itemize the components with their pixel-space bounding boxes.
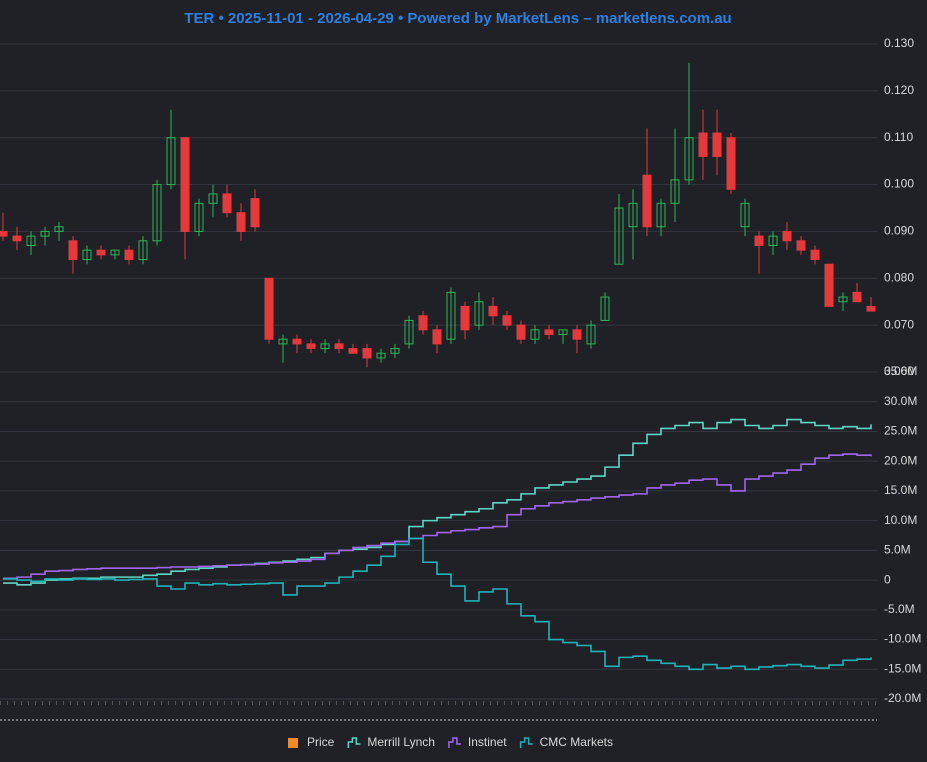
candle-body bbox=[306, 343, 316, 350]
candle-body bbox=[460, 305, 470, 331]
candle-body bbox=[586, 324, 596, 345]
candle-body bbox=[866, 305, 876, 312]
candle-body bbox=[166, 137, 176, 186]
y-tick-label: 0.090 bbox=[884, 224, 914, 238]
y-tick-label: 0.120 bbox=[884, 83, 914, 97]
legend: Price Merrill Lynch Instinet CMC Markets bbox=[288, 735, 613, 749]
candle-body bbox=[614, 207, 624, 265]
y-tick-label: -5.0M bbox=[884, 602, 915, 616]
y-tick-label: 0 bbox=[884, 572, 891, 586]
y-tick-label: 0.080 bbox=[884, 270, 914, 284]
candle-body bbox=[208, 193, 218, 204]
legend-label: Merrill Lynch bbox=[367, 735, 435, 749]
candle-body bbox=[838, 296, 848, 303]
y-tick-label: 35.0M bbox=[884, 364, 917, 378]
candle-body bbox=[96, 249, 106, 256]
candle-body bbox=[362, 348, 372, 359]
candle-body bbox=[250, 198, 260, 228]
candle-body bbox=[656, 202, 666, 228]
candle-body bbox=[222, 193, 232, 214]
candle-body bbox=[292, 338, 302, 345]
candle-body bbox=[418, 315, 428, 331]
candle-body bbox=[432, 329, 442, 345]
candle-body bbox=[558, 329, 568, 336]
candle-body bbox=[348, 348, 358, 354]
y-tick-label: 0.130 bbox=[884, 36, 914, 50]
series-line bbox=[3, 418, 872, 586]
legend-label: Instinet bbox=[468, 735, 507, 749]
candle-body bbox=[544, 329, 554, 336]
candle-body bbox=[278, 338, 288, 345]
candle-body bbox=[670, 179, 680, 204]
series-line bbox=[3, 453, 872, 580]
legend-label: CMC Markets bbox=[540, 735, 613, 749]
candle-body bbox=[138, 240, 148, 261]
candle-body bbox=[712, 132, 722, 157]
y-tick-label: 10.0M bbox=[884, 513, 917, 527]
candle-body bbox=[740, 202, 750, 228]
candle-body bbox=[530, 329, 540, 340]
candle-body bbox=[68, 240, 78, 261]
candle-body bbox=[852, 291, 862, 303]
y-tick-label: 0.110 bbox=[884, 130, 913, 144]
candle-body bbox=[334, 343, 344, 350]
series-line bbox=[3, 537, 872, 671]
candle-body bbox=[516, 324, 526, 340]
candle-body bbox=[824, 263, 834, 307]
candle-body bbox=[54, 226, 64, 232]
y-tick-label: 15.0M bbox=[884, 483, 917, 497]
candle-body bbox=[110, 249, 120, 256]
candle-body bbox=[488, 305, 498, 317]
candle-body bbox=[320, 343, 330, 350]
candle-body bbox=[26, 235, 36, 246]
candle-body bbox=[124, 249, 134, 261]
legend-swatch bbox=[448, 737, 461, 748]
candle-body bbox=[810, 249, 820, 261]
candle-body bbox=[796, 240, 806, 251]
candle-body bbox=[768, 235, 778, 246]
candle-body bbox=[264, 277, 274, 340]
y-tick-label: 30.0M bbox=[884, 394, 917, 408]
candle-body bbox=[446, 291, 456, 340]
candle-body bbox=[194, 202, 204, 232]
candle-body bbox=[726, 137, 736, 190]
candle-body bbox=[642, 174, 652, 228]
candle-body bbox=[782, 230, 792, 242]
y-tick-label: 0.060 bbox=[884, 364, 914, 378]
candle-body bbox=[502, 315, 512, 326]
candle-body bbox=[698, 132, 708, 157]
candle-body bbox=[0, 230, 8, 237]
candle-body bbox=[12, 235, 22, 242]
candle-body bbox=[376, 352, 386, 359]
candle-body bbox=[600, 296, 610, 321]
y-tick-label: -15.0M bbox=[884, 661, 921, 675]
candle-body bbox=[180, 137, 190, 232]
candle-body bbox=[572, 329, 582, 340]
candle-body bbox=[684, 137, 694, 181]
y-tick-label: 20.0M bbox=[884, 453, 917, 467]
legend-swatch bbox=[347, 737, 361, 748]
candle-body bbox=[474, 301, 484, 326]
y-tick-label: -20.0M bbox=[884, 691, 921, 705]
y-tick-label: 0.070 bbox=[884, 317, 914, 331]
y-tick-label: 5.0M bbox=[884, 543, 911, 557]
legend-swatch bbox=[288, 738, 298, 748]
y-tick-label: 25.0M bbox=[884, 424, 917, 438]
legend-swatch bbox=[519, 737, 533, 748]
y-tick-label: 0.100 bbox=[884, 177, 914, 191]
candle-body bbox=[236, 212, 246, 232]
candle-body bbox=[390, 348, 400, 354]
y-tick-label: -10.0M bbox=[884, 632, 921, 646]
candle-body bbox=[754, 235, 764, 246]
candle-body bbox=[152, 184, 162, 242]
candle-body bbox=[628, 202, 638, 228]
legend-label: Price bbox=[307, 735, 335, 749]
chart-title: TER • 2025-11-01 - 2026-04-29 • Powered … bbox=[184, 10, 731, 27]
candle-body bbox=[404, 319, 414, 345]
candle-body bbox=[82, 249, 92, 261]
candle-body bbox=[40, 230, 50, 237]
